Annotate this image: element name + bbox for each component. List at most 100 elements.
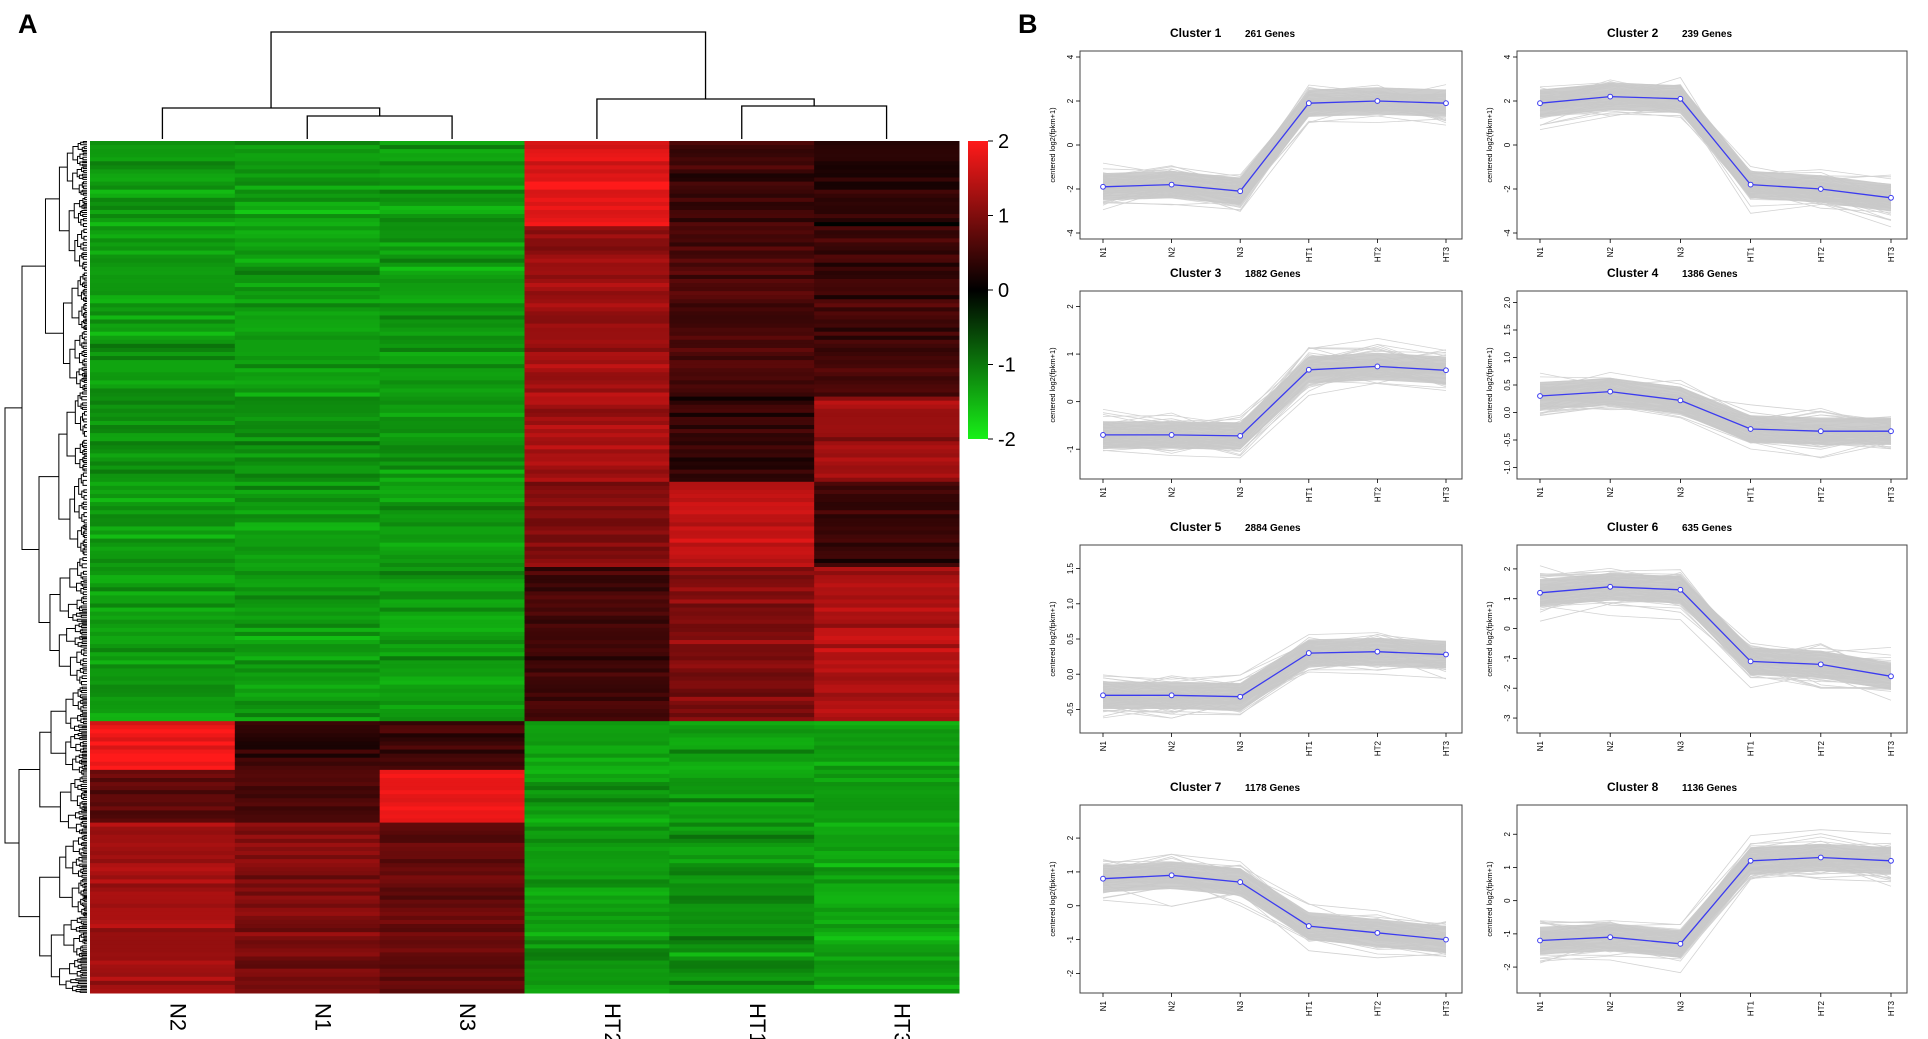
heatmap-cell <box>234 266 381 272</box>
heatmap-cell <box>669 623 815 629</box>
mean-point <box>1888 428 1894 435</box>
heatmap-cell <box>90 445 236 450</box>
heatmap-cell <box>379 425 525 430</box>
heatmap-cell <box>669 177 815 183</box>
heatmap-cell <box>669 952 815 957</box>
heatmap-cell <box>90 826 236 832</box>
heatmap-cell <box>814 347 960 353</box>
heatmap-cell <box>524 230 670 235</box>
heatmap-cell <box>234 169 381 174</box>
dendrogram-branch <box>82 769 87 772</box>
mean-point <box>1237 432 1244 439</box>
heatmap-cell <box>379 704 525 710</box>
heatmap-cell <box>814 664 960 669</box>
dendrogram-branch <box>80 706 84 712</box>
heatmap-cell <box>669 262 815 268</box>
heatmap-cell <box>814 238 960 243</box>
heatmap-cell <box>90 672 236 678</box>
heatmap-cell <box>669 786 815 791</box>
heatmap-cell <box>814 753 960 759</box>
heatmap-cell <box>234 323 381 329</box>
mean-point <box>1537 100 1543 107</box>
y-axis-label: centered log2(fpkm+1) <box>1485 107 1494 183</box>
mean-point <box>1607 93 1614 100</box>
heatmap-cell <box>669 242 815 247</box>
heatmap-cell <box>379 149 525 154</box>
dendrogram-branch <box>83 201 87 204</box>
heatmap-cell <box>234 299 381 304</box>
heatmap-cell <box>814 392 960 398</box>
heatmap-cell <box>90 571 236 576</box>
heatmap-cell <box>234 193 381 199</box>
dendrogram-branch <box>83 206 87 210</box>
heatmap-cell <box>814 960 960 966</box>
heatmap-cell <box>669 526 815 531</box>
dendrogram-branch <box>78 174 83 179</box>
dendrogram-branch <box>83 349 87 354</box>
mean-point <box>1747 658 1754 665</box>
heatmap-cell <box>669 230 815 235</box>
heatmap-cell <box>90 214 236 219</box>
heatmap-cell <box>234 879 381 884</box>
heatmap-cell <box>234 907 381 913</box>
x-tick-label: N1 <box>1099 246 1108 257</box>
heatmap-cell <box>379 700 525 706</box>
heatmap-cell <box>524 274 670 280</box>
heatmap-cell <box>379 408 525 414</box>
dendrogram-branch <box>73 938 80 953</box>
dendrogram-branch <box>83 288 87 292</box>
heatmap-cell <box>234 838 381 844</box>
heatmap-cell <box>814 222 960 227</box>
dendrogram-branch <box>82 204 87 207</box>
cluster-mean-line <box>1102 100 1447 192</box>
heatmap-cell <box>524 562 670 568</box>
heatmap-column-label: N2 <box>165 1003 190 1031</box>
heatmap-cell <box>669 656 815 661</box>
heatmap-cell <box>90 554 236 560</box>
heatmap-cell <box>234 327 381 333</box>
heatmap-cell <box>379 696 525 702</box>
heatmap-cell <box>669 567 815 572</box>
heatmap-cell <box>234 818 381 824</box>
heatmap-cell <box>90 964 236 970</box>
cluster-mean-line <box>1103 651 1447 698</box>
dendrogram-branch <box>82 213 87 217</box>
dendrogram-branch <box>81 776 87 780</box>
heatmap-cell <box>669 664 815 669</box>
heatmap-cell <box>90 400 236 406</box>
heatmap-cell <box>814 567 960 572</box>
dendrogram-branch <box>79 459 83 469</box>
cluster-title: Cluster 4 <box>1607 266 1659 280</box>
heatmap-cell <box>524 721 670 726</box>
heatmap-cell <box>90 469 236 475</box>
dendrogram-branch <box>83 281 87 285</box>
heatmap-cell <box>814 209 960 215</box>
heatmap-cell <box>669 575 815 580</box>
dendrogram-branch <box>78 856 83 862</box>
heatmap-cell <box>234 587 381 592</box>
dendrogram-branch <box>83 439 87 444</box>
dendrogram-branch <box>77 870 83 877</box>
heatmap-cell <box>669 676 815 682</box>
heatmap-cell <box>524 944 670 949</box>
heatmap-cell <box>524 278 670 284</box>
heatmap-cell <box>90 741 236 747</box>
heatmap-cell <box>524 461 670 467</box>
y-axis-label: centered log2(fpkm+1) <box>1048 107 1057 183</box>
heatmap-cell <box>234 871 381 876</box>
heatmap-cell <box>814 948 960 953</box>
heatmap-cell <box>524 449 670 454</box>
heatmap-cell <box>524 546 670 552</box>
dendrogram-branch <box>83 181 87 185</box>
dendrogram-branch <box>82 667 87 670</box>
mean-point <box>1237 879 1244 885</box>
heatmap-cell <box>814 976 960 982</box>
heatmap-cell <box>669 437 815 442</box>
heatmap-cell <box>90 526 236 531</box>
heatmap-cell <box>669 984 815 990</box>
heatmap-cell <box>669 640 815 645</box>
heatmap-cell <box>814 498 960 503</box>
heatmap-cell <box>379 287 525 292</box>
y-tick-label: 2 <box>1503 566 1512 571</box>
heatmap-cell <box>90 729 236 734</box>
